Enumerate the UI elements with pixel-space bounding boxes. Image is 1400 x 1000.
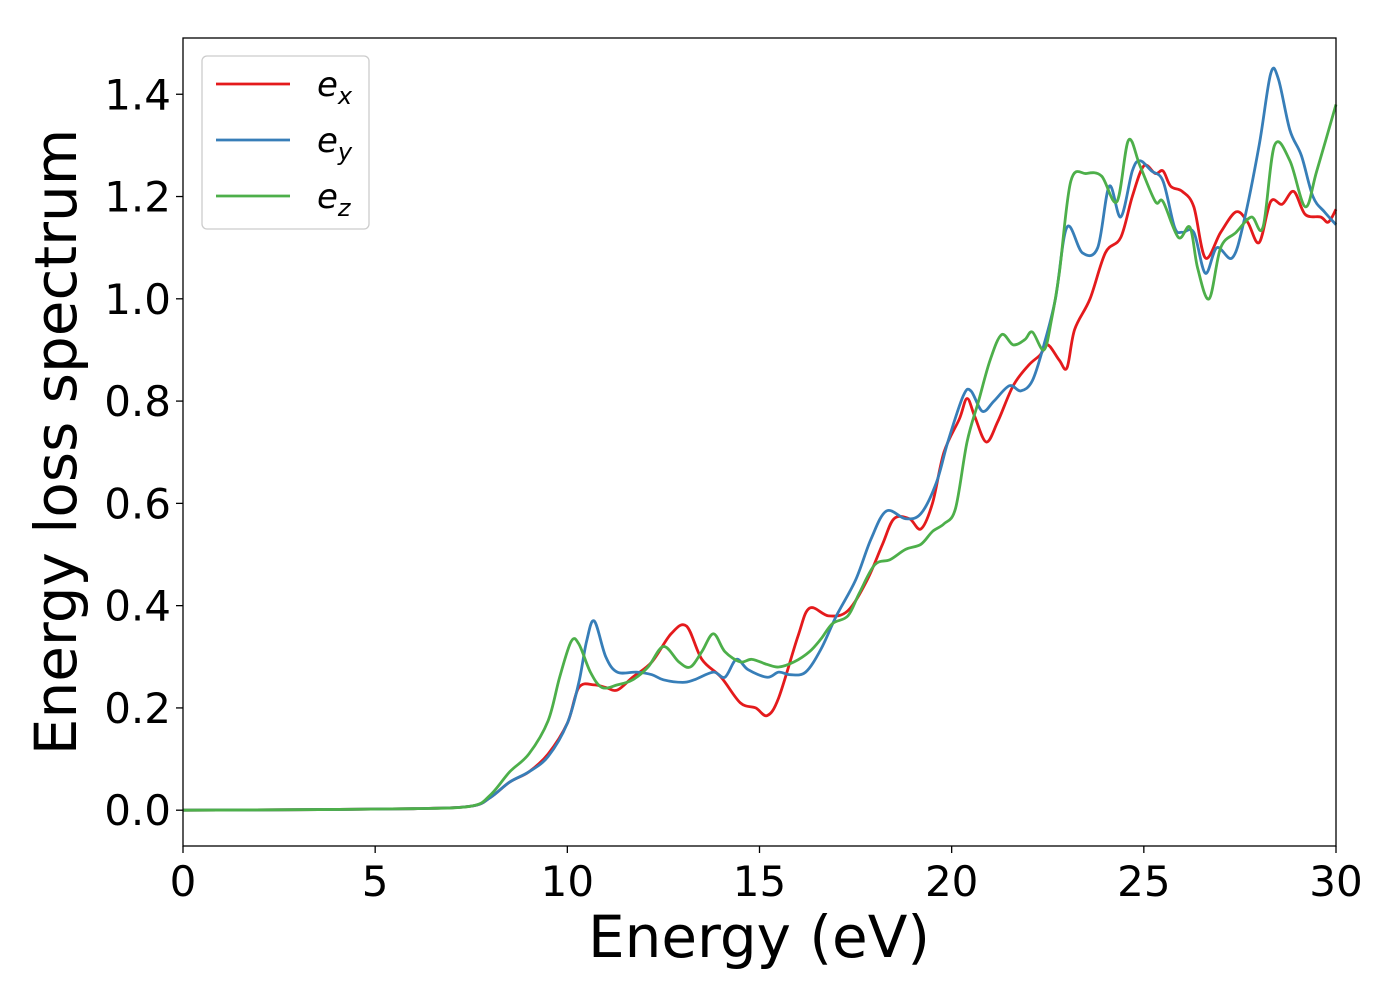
y-axis-ticks: 0.0 0.2 0.4 0.6 0.8 1.0 1.2 1.4 <box>104 70 183 835</box>
y-tick-label: 0.8 <box>104 377 171 426</box>
x-tick-label: 5 <box>362 857 389 906</box>
y-tick-label: 0.4 <box>104 582 171 631</box>
series-layer <box>182 66 1338 812</box>
y-tick-label: 1.2 <box>104 173 171 222</box>
x-tick-label: 30 <box>1309 857 1362 906</box>
legend-label-y: ey <box>317 121 353 166</box>
series-line-y <box>182 66 1338 812</box>
x-tick-label: 0 <box>170 857 197 906</box>
series-line-x <box>182 163 1338 812</box>
legend-box <box>201 55 370 230</box>
legend-entries: ex ey ez <box>216 65 353 222</box>
x-tick-label: 15 <box>733 857 786 906</box>
x-tick-label: 25 <box>1117 857 1170 906</box>
x-tick-label: 20 <box>925 857 978 906</box>
y-tick-label: 0.6 <box>104 479 171 528</box>
series-line-z <box>182 104 1338 812</box>
y-axis-label: Energy loss spectrum <box>22 129 90 755</box>
legend-label-z: ez <box>317 177 352 222</box>
y-tick-label: 1.0 <box>104 275 171 324</box>
x-tick-label: 10 <box>541 857 594 906</box>
legend: ex ey ez <box>201 55 370 230</box>
y-tick-label: 0.2 <box>104 684 171 733</box>
y-tick-label: 0.0 <box>104 786 171 835</box>
x-axis-ticks: 0 5 10 15 20 25 30 <box>170 846 1363 906</box>
legend-label-x: ex <box>317 65 353 110</box>
y-tick-label: 1.4 <box>104 70 171 119</box>
x-axis-label: Energy (eV) <box>588 903 930 971</box>
